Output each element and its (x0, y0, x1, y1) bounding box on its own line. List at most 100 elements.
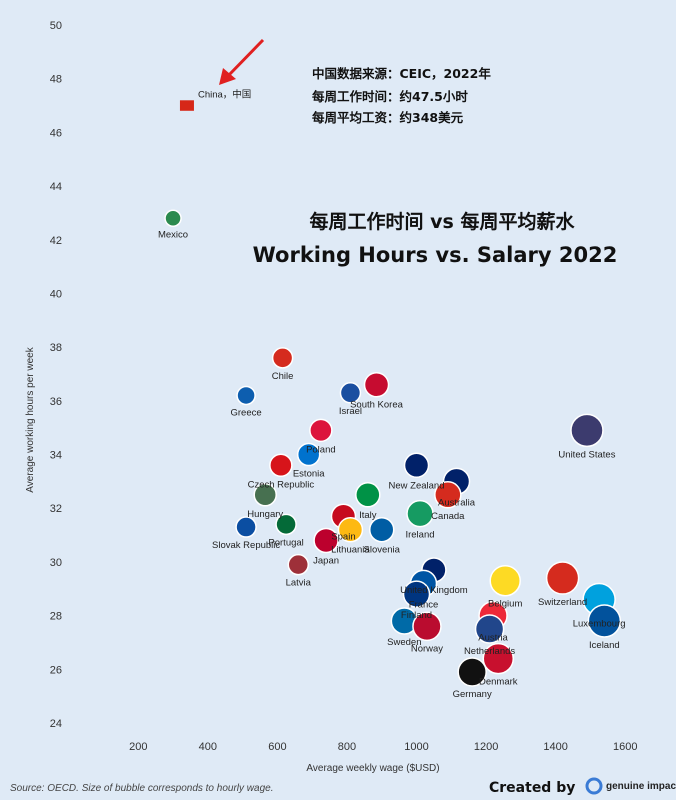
x-tick-label: 800 (338, 741, 356, 753)
label-france: France (409, 599, 439, 610)
label-czech-republic: Czech Republic (248, 479, 315, 490)
label-lithuania: Lithuania (331, 545, 370, 556)
label-slovak-republic: Slovak Republic (212, 540, 280, 551)
point-ireland (406, 499, 434, 528)
label-australia: Australia (438, 497, 476, 508)
y-tick-label: 26 (50, 664, 62, 676)
point-italy (355, 482, 381, 508)
y-axis: 24 26 28 30 32 34 36 38 40 42 44 46 48 50 (50, 20, 62, 730)
x-tick-label: 1000 (404, 741, 428, 753)
x-axis-label: Average weekly wage ($USD) (306, 763, 439, 774)
label-poland: Poland (306, 444, 336, 455)
label-china: China，中国 (198, 89, 251, 101)
point-greece (236, 385, 256, 406)
label-united-kingdom: United Kingdom (400, 585, 468, 596)
china-info-source: 中国数据来源：CEIC，2022年 (312, 66, 491, 81)
label-norway: Norway (411, 643, 443, 654)
svg-text:genuine impact: genuine impact (606, 781, 676, 792)
label-south-korea: South Korea (350, 400, 404, 411)
y-axis-label: Average working hours per week (25, 346, 36, 492)
label-finland: Finland (401, 610, 432, 621)
point-czech-republic (269, 453, 293, 478)
y-tick-label: 48 (50, 74, 62, 86)
point-latvia (287, 553, 310, 576)
y-tick-label: 40 (50, 288, 62, 300)
x-tick-label: 1400 (543, 741, 567, 753)
label-austria: Austria (478, 633, 508, 644)
chart-title: Working Hours vs. Salary 2022 (253, 243, 618, 267)
y-tick-label: 44 (50, 181, 62, 193)
label-slovenia: Slovenia (364, 545, 401, 556)
label-germany: Germany (453, 689, 492, 700)
point-belgium (489, 564, 521, 597)
point-norway (412, 611, 442, 642)
label-new-zealand: New Zealand (389, 480, 445, 491)
created-by: Created by (489, 780, 575, 796)
label-israel: Israel (339, 406, 362, 417)
y-tick-label: 46 (50, 127, 62, 139)
point-switzerland (545, 561, 580, 595)
label-netherlands: Netherlands (464, 646, 515, 657)
point-mexico (164, 209, 182, 228)
point-slovenia (368, 516, 395, 543)
genuine-impact-logo: genuine impact (585, 777, 676, 795)
point-netherlands (474, 614, 505, 644)
y-tick-label: 24 (50, 718, 62, 730)
label-united-states: United States (558, 449, 615, 460)
point-china (179, 100, 194, 111)
label-sweden: Sweden (387, 637, 421, 648)
point-south-korea (363, 371, 390, 398)
point-denmark (482, 642, 515, 675)
x-axis: 200 400 600 800 1000 1200 1400 1600 (129, 741, 637, 753)
china-info-hours: 每周工作时间：约47.5小时 (312, 89, 468, 104)
y-tick-label: 42 (50, 235, 62, 247)
y-tick-label: 30 (50, 557, 62, 569)
red-arrow-annotation (219, 38, 265, 85)
label-estonia: Estonia (293, 469, 325, 480)
x-tick-label: 1200 (474, 741, 498, 753)
label-belgium: Belgium (488, 599, 522, 610)
point-lithuania (337, 516, 364, 543)
data-points (164, 100, 622, 687)
x-tick-label: 400 (199, 741, 217, 753)
point-germany (457, 657, 487, 687)
label-iceland: Iceland (589, 640, 620, 651)
point-iceland (587, 604, 622, 638)
label-switzerland: Switzerland (538, 597, 587, 608)
label-hungary: Hungary (247, 509, 283, 520)
point-estonia (296, 442, 321, 467)
point-united-states (570, 413, 604, 448)
label-latvia: Latvia (286, 578, 312, 589)
label-chile: Chile (272, 371, 294, 382)
chart-title-cn: 每周工作时间 vs 每周平均薪水 (310, 210, 576, 233)
label-greece: Greece (231, 407, 262, 418)
point-chile (271, 347, 294, 369)
label-mexico: Mexico (158, 229, 188, 240)
label-spain: Spain (331, 531, 355, 542)
label-ireland: Ireland (405, 530, 434, 541)
y-tick-label: 32 (50, 503, 62, 515)
x-tick-label: 200 (129, 741, 147, 753)
point-finland (402, 580, 431, 608)
label-italy: Italy (359, 510, 377, 521)
label-denmark: Denmark (479, 677, 518, 688)
label-canada: Canada (431, 511, 465, 522)
y-tick-label: 36 (50, 396, 62, 408)
x-tick-label: 600 (268, 741, 286, 753)
y-tick-label: 28 (50, 611, 62, 623)
y-tick-label: 34 (50, 450, 62, 462)
point-new-zealand (403, 452, 430, 479)
point-canada (434, 481, 462, 509)
point-portugal (275, 513, 297, 536)
y-tick-label: 50 (50, 20, 62, 32)
label-luxembourg: Luxembourg (573, 619, 626, 630)
point-japan (313, 527, 339, 554)
x-tick-label: 1600 (613, 741, 637, 753)
point-slovak-republic (235, 516, 257, 538)
label-japan: Japan (313, 555, 339, 566)
label-portugal: Portugal (268, 537, 303, 548)
y-tick-label: 38 (50, 342, 62, 354)
point-hungary (253, 483, 277, 507)
